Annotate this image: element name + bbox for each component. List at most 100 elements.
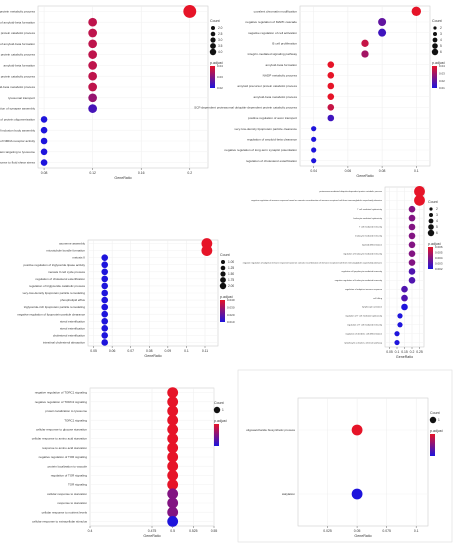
x-tick-label: 0.15 [401, 350, 408, 354]
count-legend-dot [433, 32, 437, 36]
category-label: sterol esterification [60, 326, 85, 330]
count-legend-label: 6 [436, 231, 438, 235]
category-label: SCF-dependent proteasomal ubiquitin-depe… [194, 105, 297, 109]
data-point [167, 451, 179, 463]
x-tick-label: 0.2 [187, 171, 192, 175]
category-label: regulation of T cell mediated cytotoxici… [345, 315, 383, 318]
category-label: protein localization to lysosome [45, 409, 87, 413]
x-tick-label: 0.1 [184, 349, 189, 353]
x-tick-label: 0.05 [90, 349, 97, 353]
data-point [167, 488, 179, 500]
data-point [167, 424, 179, 435]
count-legend-dot [429, 213, 433, 217]
data-point [414, 194, 425, 206]
data-point [167, 387, 179, 398]
category-label: amyloid precursor protein catabolic proc… [0, 74, 35, 78]
data-point [408, 277, 416, 284]
x-tick-label: 0.025 [323, 529, 332, 533]
category-label: regulation of leukocyte mediated immunit… [343, 252, 383, 255]
count-legend-dot [220, 265, 226, 271]
category-label: negative regulation of TORC2 signaling [35, 400, 88, 404]
data-point [361, 39, 369, 47]
padj-legend-label: 0.03 [439, 72, 445, 76]
data-point [351, 424, 363, 436]
data-point [397, 322, 403, 328]
count-legend-label: 3 [436, 213, 438, 217]
category-label: amyloid-beta metabolic process [0, 85, 35, 89]
padj-legend-label: 0.030 [227, 306, 235, 310]
data-point [101, 332, 109, 339]
data-point [101, 303, 109, 311]
data-point [88, 39, 97, 49]
count-legend-dot [220, 277, 226, 283]
count-legend-dot [433, 26, 437, 30]
category-label: lysosomal transport [8, 96, 35, 100]
padj-colorbar [430, 434, 435, 456]
count-legend-label: 5 [436, 225, 438, 229]
data-point [401, 285, 408, 293]
data-point [311, 147, 317, 153]
x-tick-label: 0.16 [138, 171, 145, 175]
padj-legend-title: p.adjust [210, 61, 223, 65]
padj-colorbar [214, 424, 219, 446]
category-label: negative regulation of adaptive immune r… [243, 261, 382, 264]
x-tick-label: 0.1 [414, 169, 419, 173]
data-point [408, 250, 416, 257]
data-point [88, 104, 97, 113]
x-tick-label: 0.4 [88, 529, 93, 533]
category-label: response to starvation [57, 501, 87, 505]
category-label: cellular response to extracellular stimu… [32, 519, 87, 523]
count-legend-dot [432, 37, 438, 43]
category-label: microtubule bundle formation [46, 249, 85, 253]
category-label: regulation of T cell mediated immunity [347, 324, 383, 327]
category-label: sterol esterification [60, 319, 85, 323]
count-legend-dot [221, 260, 225, 264]
category-label: T cell mediated immunity [359, 226, 383, 229]
chart-panel-1: amyloid precursor protein metabolic proc… [0, 4, 223, 180]
category-label: phospholipid efflux [60, 298, 85, 302]
category-label: regulation of NMDA receptor activity [0, 139, 35, 143]
padj-colorbar [220, 300, 225, 322]
x-tick-label: 0.05 [386, 350, 393, 354]
padj-legend-label: 0.02 [439, 79, 445, 83]
data-point [327, 114, 335, 122]
data-point [167, 479, 179, 490]
data-point [397, 313, 403, 319]
category-label: amyloid-beta metabolic process [253, 95, 297, 99]
category-label: proteasome-mediated ubiquitin-dependent … [319, 190, 382, 193]
data-point [327, 82, 335, 90]
category-label: protein targeting to lysosome [0, 150, 35, 154]
data-point [101, 325, 109, 332]
data-point [167, 497, 179, 509]
data-point [408, 214, 416, 222]
padj-legend-label: 0.04 [217, 64, 223, 68]
category-label: regulation of triglyceride catabolic pro… [29, 284, 85, 288]
x-axis-label: GeneRatio [144, 354, 161, 358]
data-point [88, 28, 97, 38]
data-point [401, 303, 408, 311]
category-label: regulation of cholesterol esterification [35, 277, 85, 281]
category-label: positive regulation of triglyceride lipa… [23, 263, 85, 267]
chart-panel-6: oligosaccharide biosynthetic process sial… [237, 369, 453, 543]
x-tick-label: 0.08 [146, 349, 153, 353]
count-legend-label: 3 [440, 32, 442, 36]
category-label: regulation of inclusion body assembly [0, 128, 35, 132]
data-point [311, 126, 317, 132]
data-point [101, 282, 109, 290]
data-point [167, 506, 179, 518]
padj-colorbar [428, 247, 433, 269]
data-point [167, 442, 179, 454]
padj-legend-label: 0.006 [435, 245, 443, 249]
count-legend-title: Count [220, 253, 230, 257]
count-legend-label: 1 [222, 408, 224, 412]
data-point [408, 259, 416, 266]
category-label: amyloid precursor protein catabolic proc… [237, 84, 297, 88]
data-point [88, 82, 97, 92]
count-legend-label: 3.0 [218, 38, 223, 42]
padj-colorbar [210, 66, 215, 88]
data-point [414, 186, 425, 197]
x-tick-label: 0.08 [379, 169, 386, 173]
x-tick-label: 0.2 [410, 350, 415, 354]
category-label: meiosis II cell cycle process [48, 270, 86, 274]
data-point [101, 296, 109, 304]
